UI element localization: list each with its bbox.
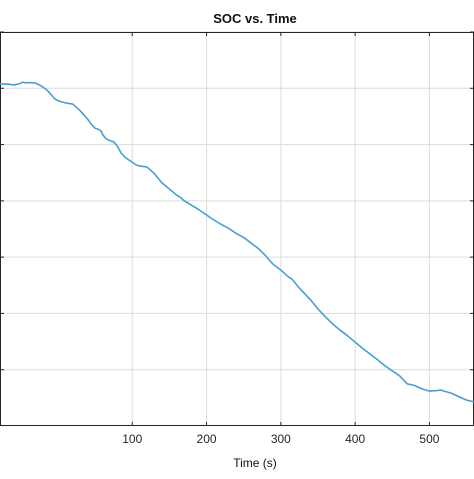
chart-labels: SOC vs. Time Time (s) (213, 11, 297, 470)
x-axis-label: Time (s) (233, 456, 277, 470)
x-tick-label: 100 (122, 432, 142, 446)
plot-area (0, 32, 474, 426)
grid (0, 31, 474, 426)
series (0, 81, 474, 403)
x-tick-label: 500 (419, 432, 439, 446)
tick-labels: 100 200 300 400 500 (122, 432, 440, 446)
soc-series-line (0, 81, 474, 403)
x-tick-label: 300 (271, 432, 291, 446)
chart-title: SOC vs. Time (213, 11, 297, 26)
x-tick-label: 400 (345, 432, 365, 446)
x-tick-label: 200 (197, 432, 217, 446)
